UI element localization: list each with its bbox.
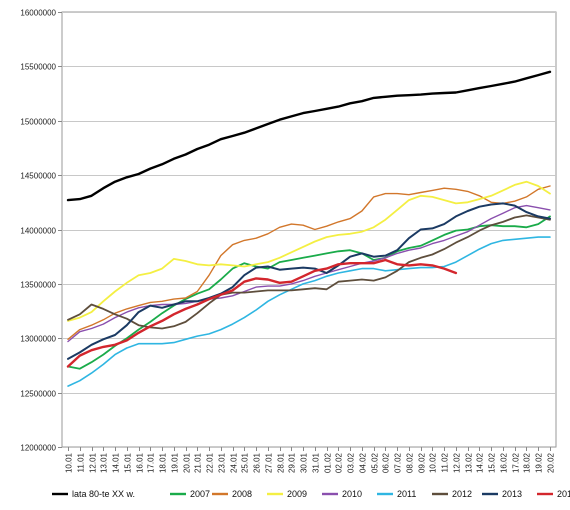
x-tick-label: 17.01 [147, 452, 156, 473]
x-tick-label: 29.01 [288, 452, 297, 473]
series-line [67, 236, 551, 387]
legend-label: 2008 [232, 489, 252, 499]
y-tick-label: 12500000 [20, 390, 56, 399]
x-tick-label: 10.02 [429, 452, 438, 473]
series-line [67, 215, 551, 370]
series-line [67, 202, 551, 360]
series-line [66, 258, 458, 368]
x-tick-label: 31.01 [312, 452, 321, 473]
y-tick-label: 13500000 [20, 281, 56, 290]
x-tick-label: 09.02 [418, 452, 427, 473]
x-tick-label: 08.02 [406, 452, 415, 473]
y-tick-label: 14500000 [20, 172, 56, 181]
legend-label: 2010 [342, 489, 362, 499]
legend: lata 80-te XX w. 2007 2008 2009 2010 2011 2012… [52, 489, 570, 499]
x-tick-label: 20.02 [547, 452, 556, 473]
x-tick-label: 16.02 [500, 452, 509, 473]
x-tick-label: 24.01 [230, 452, 239, 473]
x-tick-label: 14.02 [476, 452, 485, 473]
x-tick-label: 12.01 [89, 452, 98, 473]
series-line [66, 70, 552, 202]
axes: 12000000 12500000 13000000 13500000 14000000… [20, 9, 555, 474]
x-tick-label: 16.01 [136, 452, 145, 473]
legend-label: 2014 [557, 489, 570, 499]
series-line [67, 180, 551, 322]
y-tick-label: 16000000 [20, 9, 56, 18]
x-tick-label: 12.02 [453, 452, 462, 473]
x-tick-label: 14.01 [112, 452, 121, 473]
y-tick-label: 15500000 [20, 63, 56, 72]
x-tick-label: 22.01 [206, 452, 215, 473]
x-tick-label: 30.01 [300, 452, 309, 473]
legend-label: 2009 [287, 489, 307, 499]
x-tick-label: 11.01 [77, 452, 86, 472]
y-tick-label: 13000000 [20, 335, 56, 344]
x-tick-label: 15.02 [488, 452, 497, 473]
x-tick-label: 05.02 [371, 452, 380, 473]
x-tick-label: 15.01 [124, 452, 133, 473]
x-tick-label: 02.02 [335, 452, 344, 473]
series-lines [66, 70, 552, 387]
x-tick-label: 06.02 [382, 452, 391, 473]
x-tick-label: 01.02 [324, 452, 333, 473]
y-tick-label: 15000000 [20, 118, 56, 127]
legend-label: 2007 [190, 489, 210, 499]
x-tick-label: 17.02 [512, 452, 521, 473]
x-tick-label: 23.01 [218, 452, 227, 473]
legend-label: 2011 [397, 489, 416, 499]
x-tick-label: 19.02 [535, 452, 544, 473]
x-tick-label: 04.02 [359, 452, 368, 473]
x-tick-label: 28.01 [277, 452, 286, 473]
x-tick-label: 25.01 [241, 452, 250, 473]
x-tick-label: 11.02 [441, 452, 450, 472]
x-tick-label: 21.01 [194, 452, 203, 473]
legend-label: 2013 [502, 489, 522, 499]
y-tick-label: 14000000 [20, 227, 56, 236]
x-tick-label: 13.02 [465, 452, 474, 473]
gridlines [61, 11, 557, 448]
legend-label: 2012 [452, 489, 472, 499]
x-tick-label: 18.02 [523, 452, 532, 473]
x-tick-label: 19.01 [171, 452, 180, 473]
x-tick-label: 03.02 [347, 452, 356, 473]
x-tick-label: 10.01 [65, 452, 74, 473]
y-tick-label: 12000000 [20, 444, 56, 453]
series-line [67, 185, 551, 340]
x-tick-label: 07.02 [394, 452, 403, 473]
x-tick-label: 27.01 [265, 452, 274, 473]
x-tick-label: 13.01 [100, 452, 109, 473]
legend-label: lata 80-te XX w. [72, 489, 135, 499]
x-tick-label: 20.01 [183, 452, 192, 473]
x-tick-label: 18.01 [159, 452, 168, 473]
x-tick-label: 26.01 [253, 452, 262, 473]
